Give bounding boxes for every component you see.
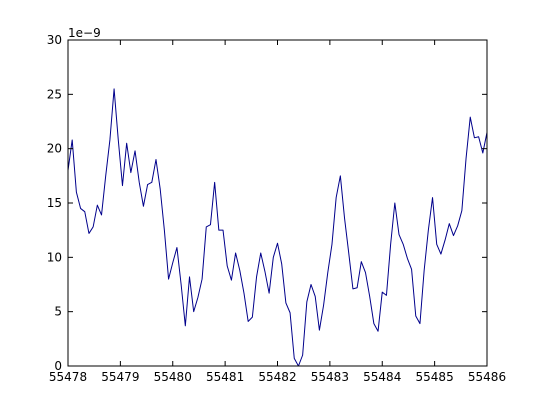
x-tick-label: 55484 xyxy=(363,370,401,384)
x-tick-label: 55478 xyxy=(49,370,87,384)
y-tick-label: 5 xyxy=(54,305,62,319)
y-tick-label: 0 xyxy=(54,359,62,373)
series-line xyxy=(67,88,488,367)
y-tick-label: 30 xyxy=(47,33,62,47)
x-tick-label: 55483 xyxy=(311,370,349,384)
axes-frame xyxy=(67,39,488,367)
y-tick-label: 15 xyxy=(47,196,62,210)
x-tick-label: 55486 xyxy=(468,370,506,384)
plot-lines xyxy=(67,88,488,367)
x-tick-label: 55482 xyxy=(258,370,296,384)
y-tick-label: 20 xyxy=(47,142,62,156)
y-tick-label: 25 xyxy=(47,87,62,101)
y-axis-offset-label: 1e−9 xyxy=(68,26,101,40)
y-axis-ticks: 0 5 10 15 20 25 30 xyxy=(47,33,487,373)
x-tick-label: 55481 xyxy=(206,370,244,384)
x-tick-label: 55485 xyxy=(416,370,454,384)
y-tick-label: 10 xyxy=(47,250,62,264)
x-tick-label: 55480 xyxy=(154,370,192,384)
x-tick-label: 55479 xyxy=(101,370,139,384)
x-axis-ticks: 55478 55479 55480 55481 55482 55483 55484 55485… xyxy=(49,40,506,384)
